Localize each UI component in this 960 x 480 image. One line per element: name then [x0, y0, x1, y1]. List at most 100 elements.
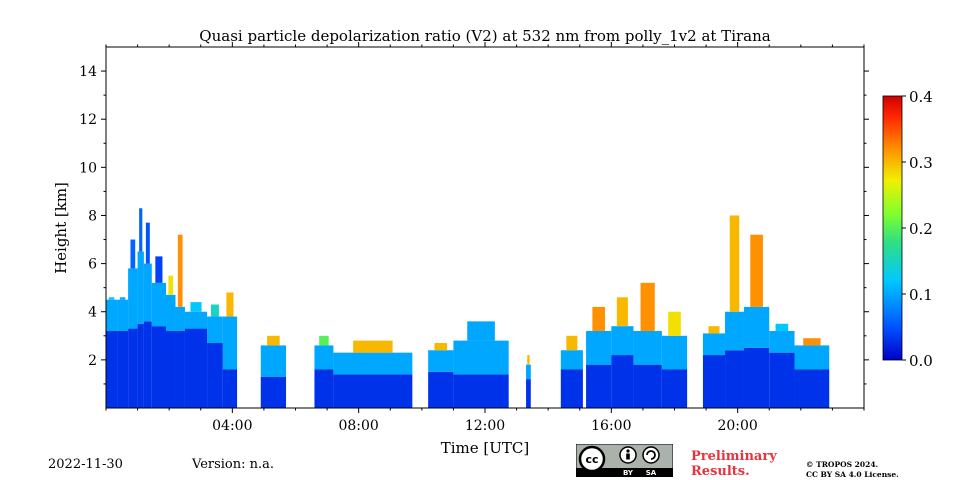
y-tick-label-6: 14 — [79, 64, 97, 80]
badge-bottom-strip — [576, 468, 673, 477]
profile-layer-20 — [633, 330, 662, 365]
profile-layer-6 — [166, 294, 176, 331]
profile-base-2 — [128, 328, 138, 408]
profile-plume-12 — [319, 335, 329, 346]
profile-base-18 — [586, 364, 612, 408]
x-tick-label-0: 04:00 — [212, 418, 252, 434]
profile-base-19 — [611, 355, 634, 408]
profile-layer-14 — [428, 350, 454, 372]
profile-base-9 — [207, 343, 223, 408]
profile-plume-20 — [640, 282, 655, 331]
profile-plume-5 — [155, 256, 163, 283]
x-axis: 04:00 08:00 12:00 16:00 20:00 — [105, 42, 865, 434]
attribution-icon-body — [626, 453, 630, 460]
colorbar-tick-label-2: 0.2 — [909, 220, 933, 238]
x-axis-label: Time [UTC] — [441, 439, 530, 457]
profile-base-10 — [222, 369, 238, 408]
profile-base-22 — [702, 355, 726, 408]
x-tick-label-3: 16:00 — [591, 418, 631, 434]
cc-icon-text: cc — [585, 453, 598, 466]
colorbar-tick-label-0: 0.0 — [909, 352, 933, 370]
profile-plume-7 — [177, 234, 183, 307]
colorbar-tick-label-3: 0.3 — [909, 154, 933, 172]
profile-layer-25 — [769, 330, 795, 353]
profile-plume-24 — [750, 234, 763, 307]
profile-layer-13 — [333, 352, 413, 375]
profile-plume-14 — [434, 343, 448, 351]
date-label: 2022-11-30 — [48, 457, 123, 472]
x-tick-label-2: 12:00 — [465, 418, 505, 434]
preliminary-line-2: Results. — [691, 464, 750, 479]
profile-base-13 — [333, 374, 413, 408]
profile-plume-18 — [592, 306, 606, 331]
profile-plume-21 — [668, 311, 681, 336]
badge-by-text: BY — [623, 469, 634, 477]
profile-plume-26 — [803, 338, 821, 346]
profile-layer-2 — [128, 268, 138, 329]
y-tick-label-3: 8 — [88, 208, 97, 224]
profile-base-17 — [560, 369, 583, 408]
y-tick-label-1: 4 — [88, 305, 97, 321]
y-axis-label: Height [km] — [52, 182, 70, 274]
profile-base-26 — [794, 369, 830, 408]
profile-layer-5 — [151, 282, 167, 327]
profile-base-11 — [260, 376, 287, 408]
profile-base-5 — [151, 326, 167, 408]
cc-icon — [578, 445, 606, 473]
colorbar-gradient — [883, 96, 902, 360]
preliminary-line-1: Preliminary — [691, 449, 777, 464]
profile-layer-22 — [702, 333, 726, 356]
copyright-line-2: CC BY SA 4.0 License. — [806, 470, 899, 479]
profile-layer-9 — [207, 316, 223, 344]
profile-plume-19 — [616, 297, 628, 327]
profile-plume-9 — [211, 304, 219, 317]
y-tick-label-4: 10 — [79, 160, 97, 176]
colorbar-tick-label-4: 0.4 — [909, 88, 933, 106]
profile-base-14 — [428, 371, 454, 408]
share-alike-icon-arrow — [646, 450, 656, 460]
profile-layer-7 — [175, 306, 185, 331]
cc-by-sa-license-badge: cc BY SA — [576, 444, 673, 477]
profile-plume-22 — [708, 326, 720, 334]
y-axis: 2 4 6 8 10 12 14 — [79, 64, 869, 385]
profile-layer-8 — [184, 311, 208, 329]
profile-plume-17 — [566, 335, 578, 351]
profile-layer-23 — [725, 311, 744, 351]
profile-layer-17 — [560, 350, 583, 370]
profile-plume-1 — [119, 297, 126, 300]
profile-plume-8 — [190, 302, 202, 312]
x-tick-label-1: 08:00 — [338, 418, 378, 434]
version-label: Version: n.a. — [192, 457, 275, 472]
profile-base-1 — [117, 330, 129, 408]
y-tick-label-0: 2 — [88, 353, 97, 369]
profile-plume-16 — [527, 355, 530, 365]
profile-layer-18 — [586, 330, 612, 365]
profile-base-4 — [143, 321, 152, 408]
profile-plume-2 — [130, 239, 136, 269]
share-alike-icon — [642, 446, 660, 464]
profile-layer-11 — [260, 345, 287, 377]
profile-layer-19 — [611, 326, 634, 356]
profile-plume-25 — [775, 323, 789, 331]
profile-base-15 — [453, 374, 509, 408]
profile-base-20 — [633, 364, 662, 408]
profile-plume-0 — [108, 297, 115, 300]
profile-plume-3 — [139, 208, 143, 252]
copyright-notice: © TROPOS 2024. CC BY SA 4.0 License. — [806, 460, 899, 480]
profile-base-25 — [769, 352, 795, 408]
profile-layer-12 — [314, 345, 334, 370]
profile-plume-10 — [226, 292, 234, 317]
y-tick-label-5: 12 — [79, 112, 97, 128]
colorbar-tick-label-1: 0.1 — [909, 286, 933, 304]
copyright-line-1: © TROPOS 2024. — [806, 460, 879, 469]
profile-base-6 — [166, 330, 176, 408]
profile-base-7 — [175, 330, 185, 408]
profile-layer-4 — [143, 263, 152, 322]
profile-layer-26 — [794, 345, 830, 370]
profile-base-24 — [743, 347, 770, 408]
chart-title: Quasi particle depolarization ratio (V2)… — [199, 27, 770, 45]
colorbar: 0.0 0.1 0.2 0.3 0.4 — [882, 88, 933, 370]
profile-layer-10 — [222, 316, 238, 370]
profile-base-8 — [184, 328, 208, 408]
